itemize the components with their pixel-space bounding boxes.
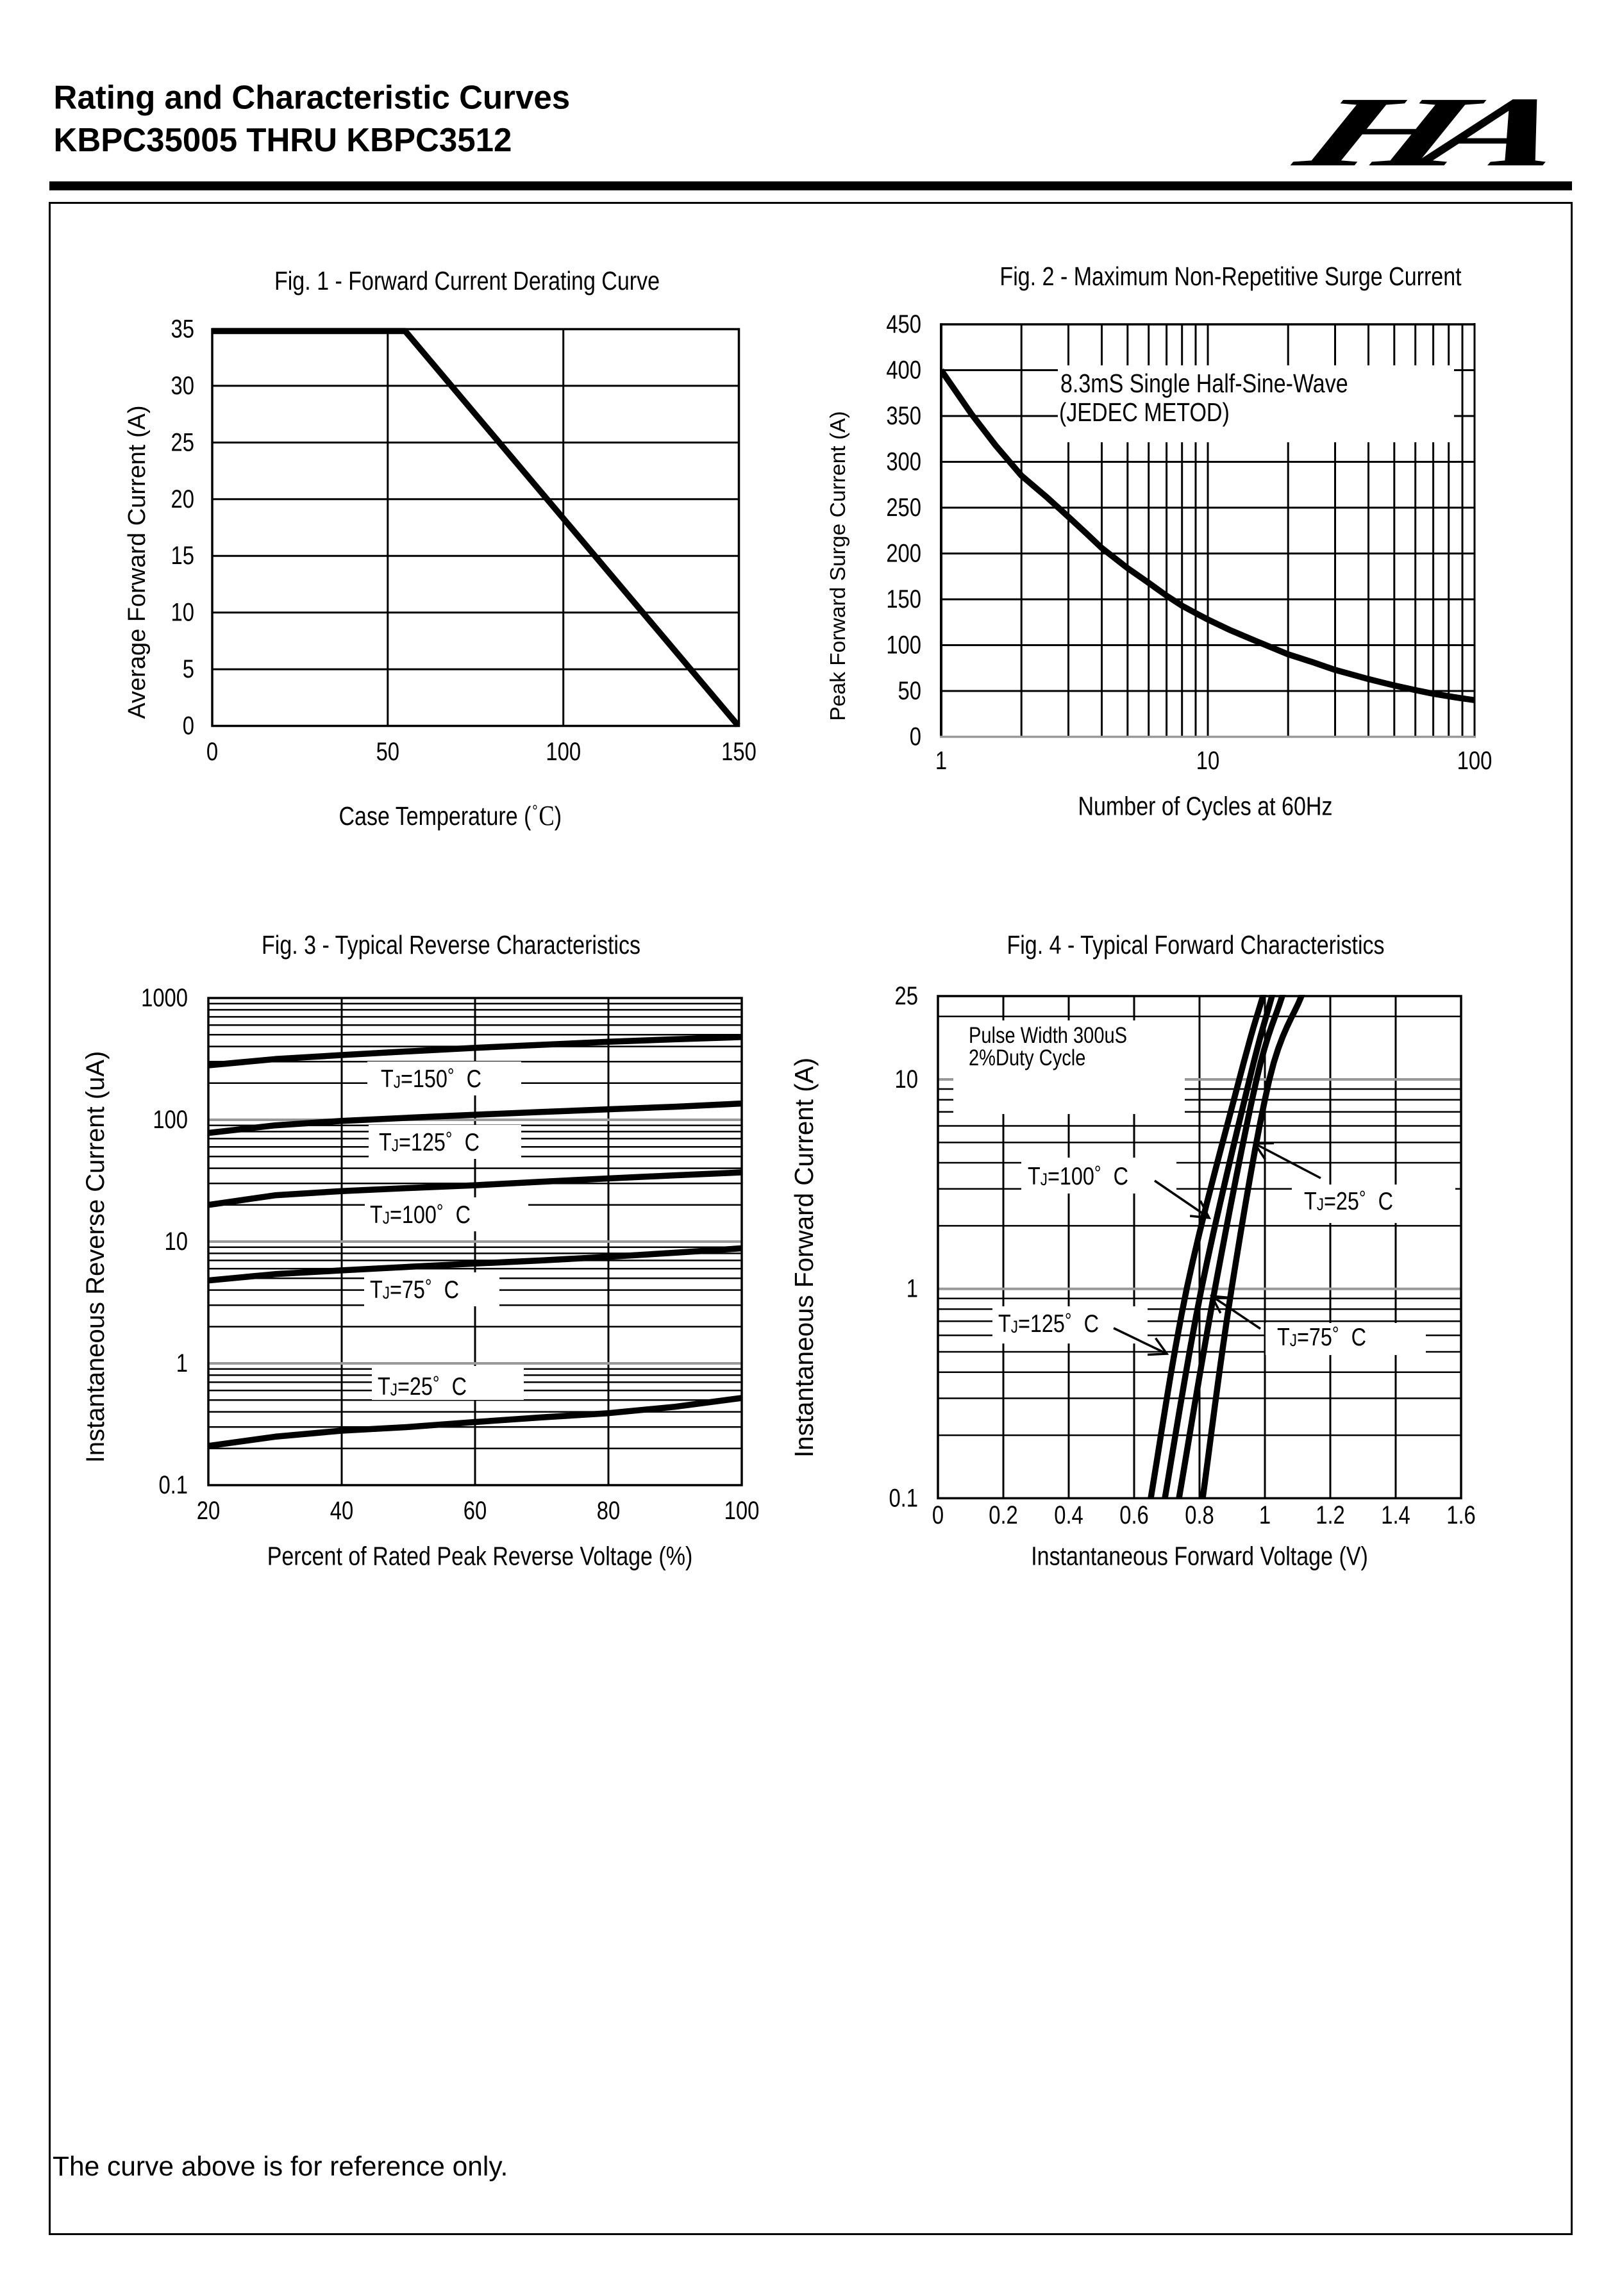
svg-text:50: 50 — [898, 676, 921, 705]
svg-text:8.3mS Single Half-Sine-Wave: 8.3mS Single Half-Sine-Wave — [1060, 369, 1348, 398]
svg-text:1: 1 — [176, 1349, 188, 1377]
svg-text:0: 0 — [183, 711, 194, 740]
svg-text:0.1: 0.1 — [158, 1470, 188, 1499]
svg-text:The curve above is for referen: The curve above is for reference only. — [53, 2152, 508, 2182]
svg-text:400: 400 — [886, 356, 921, 385]
svg-text:1: 1 — [935, 746, 947, 775]
svg-text:10: 10 — [1196, 746, 1219, 775]
svg-text:10: 10 — [895, 1065, 918, 1094]
svg-text:Instantaneous Reverse Current: Instantaneous Reverse Current (uA) — [81, 1051, 110, 1463]
svg-text:0.4: 0.4 — [1054, 1501, 1083, 1529]
svg-text:Rating and Characteristic Curv: Rating and Characteristic Curves — [54, 78, 571, 116]
svg-text:TJ=25°C: TJ=25° C — [378, 1372, 467, 1401]
svg-text:(JEDEC METOD): (JEDEC METOD) — [1059, 397, 1230, 427]
svg-text:150: 150 — [721, 737, 757, 766]
svg-text:0: 0 — [910, 722, 921, 751]
svg-text:10: 10 — [165, 1227, 188, 1256]
svg-text:0.2: 0.2 — [989, 1501, 1018, 1529]
svg-text:150: 150 — [886, 585, 921, 613]
svg-text:0: 0 — [206, 737, 218, 766]
svg-text:100: 100 — [153, 1105, 188, 1134]
svg-text:Instantaneous Forward Current: Instantaneous Forward Current (A) — [789, 1058, 819, 1458]
svg-text:0.8: 0.8 — [1185, 1501, 1214, 1529]
svg-text:40: 40 — [330, 1496, 353, 1525]
svg-text:Fig. 1 - Forward Current Derat: Fig. 1 - Forward Current Derating Curve — [274, 266, 660, 295]
svg-text:30: 30 — [171, 371, 194, 400]
svg-text:35: 35 — [171, 315, 194, 344]
svg-text:250: 250 — [886, 493, 921, 522]
svg-text:25: 25 — [171, 428, 194, 456]
svg-text:350: 350 — [886, 401, 921, 430]
svg-text:Pulse Width 300uS: Pulse Width 300uS — [969, 1022, 1127, 1047]
svg-text:TJ=100°C: TJ=100° C — [370, 1201, 471, 1229]
svg-text:0: 0 — [932, 1501, 944, 1529]
svg-text:Number of Cycles at 60Hz: Number of Cycles at 60Hz — [1078, 792, 1333, 821]
svg-text:80: 80 — [597, 1496, 620, 1525]
svg-text:25: 25 — [895, 981, 918, 1010]
svg-text:10: 10 — [171, 598, 194, 627]
svg-text:50: 50 — [376, 737, 399, 766]
svg-text:60: 60 — [464, 1496, 487, 1525]
svg-text:Fig. 4 - Typical Forward Chara: Fig. 4 - Typical Forward Characteristics — [1007, 930, 1384, 960]
svg-text:TJ=75°C: TJ=75° C — [1277, 1323, 1366, 1351]
svg-text:Fig. 3 - Typical Reverse Chara: Fig. 3 - Typical Reverse Characteristics — [262, 930, 640, 960]
svg-text:20: 20 — [197, 1496, 220, 1525]
svg-text:Instantaneous Forward Voltage: Instantaneous Forward Voltage (V) — [1031, 1542, 1368, 1571]
svg-text:1.2: 1.2 — [1316, 1501, 1345, 1529]
svg-text:TJ=75°C: TJ=75° C — [370, 1276, 459, 1304]
svg-text:100: 100 — [886, 631, 921, 660]
svg-text:5: 5 — [183, 654, 194, 683]
svg-text:HA: HA — [1279, 76, 1593, 187]
svg-text:100: 100 — [546, 737, 581, 766]
svg-text:20: 20 — [171, 485, 194, 513]
svg-text:2%Duty Cycle: 2%Duty Cycle — [969, 1045, 1085, 1070]
svg-text:100: 100 — [1457, 746, 1492, 775]
svg-text:KBPC35005 THRU KBPC3512: KBPC35005 THRU KBPC3512 — [54, 121, 512, 159]
svg-text:Peak Forward Surge Current (A): Peak Forward Surge Current (A) — [826, 411, 850, 720]
svg-text:1000: 1000 — [141, 983, 188, 1012]
svg-text:0.6: 0.6 — [1119, 1501, 1149, 1529]
svg-text:450: 450 — [886, 310, 921, 338]
svg-text:0.1: 0.1 — [889, 1483, 918, 1512]
svg-text:200: 200 — [886, 539, 921, 568]
svg-text:Percent of Rated Peak Reverse: Percent of Rated Peak Reverse Voltage (%… — [267, 1542, 693, 1571]
svg-text:1: 1 — [1259, 1501, 1271, 1529]
svg-text:1: 1 — [907, 1274, 918, 1303]
svg-text:1.4: 1.4 — [1381, 1501, 1410, 1529]
svg-text:300: 300 — [886, 447, 921, 476]
svg-text:Fig. 2 - Maximum Non-Repetitiv: Fig. 2 - Maximum Non-Repetitive Surge Cu… — [999, 262, 1462, 291]
svg-text:100: 100 — [724, 1496, 760, 1525]
svg-text:Average Forward Current (A): Average Forward Current (A) — [124, 405, 151, 719]
svg-text:1.6: 1.6 — [1446, 1501, 1476, 1529]
svg-text:Case Temperature (°C): Case Temperature (°C) — [339, 800, 562, 831]
svg-text:15: 15 — [171, 541, 194, 570]
